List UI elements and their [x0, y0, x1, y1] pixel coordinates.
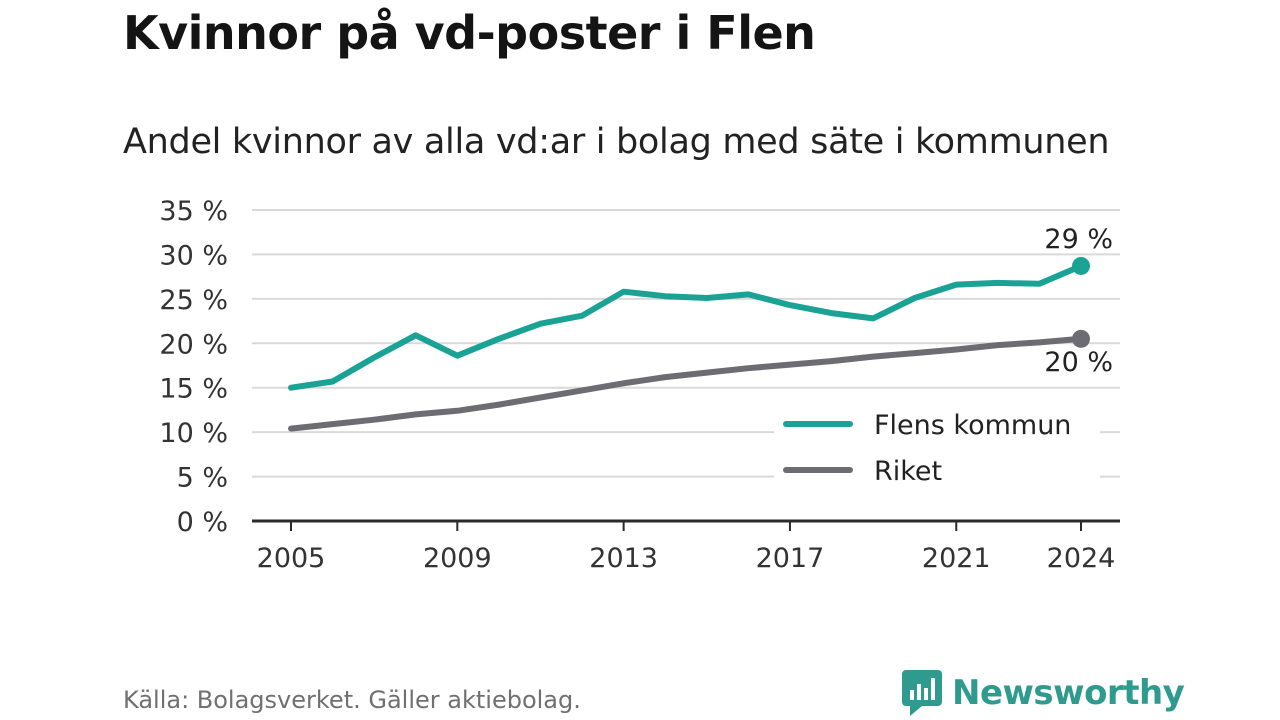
- y-tick-label: 30 %: [159, 240, 228, 271]
- series-line-riket: [288, 335, 1084, 432]
- series-line-flens-kommun: [288, 263, 1084, 391]
- y-tick-label: 10 %: [159, 418, 228, 449]
- series-end-marker: [1072, 256, 1090, 275]
- source-note: Källa: Bolagsverket. Gäller aktiebolag.: [123, 686, 581, 714]
- x-tick-label: 2005: [257, 543, 326, 574]
- y-tick-label: 15 %: [159, 374, 228, 405]
- chart-subtitle: Andel kvinnor av alla vd:ar i bolag med …: [123, 122, 1110, 162]
- legend-label: Riket: [874, 456, 942, 487]
- series-end-label: 29 %: [1044, 224, 1113, 255]
- brand-name: Newsworthy: [952, 673, 1185, 713]
- newsworthy-logo: Newsworthy: [902, 670, 1185, 716]
- y-tick-label: 25 %: [159, 285, 228, 316]
- x-tick-label: 2013: [589, 543, 658, 574]
- y-tick-label: 20 %: [159, 329, 228, 360]
- y-tick-label: 5 %: [177, 463, 228, 494]
- chart-title: Kvinnor på vd-poster i Flen: [123, 6, 816, 60]
- y-tick-label: 0 %: [177, 507, 228, 538]
- legend-label: Flens kommun: [874, 410, 1071, 441]
- series-end-marker: [1072, 329, 1090, 348]
- y-tick-label: 35 %: [159, 196, 228, 227]
- x-tick-label: 2021: [922, 543, 991, 574]
- x-tick-label: 2024: [1047, 543, 1116, 574]
- series-end-label: 20 %: [1044, 347, 1113, 378]
- newsworthy-logo-icon: [902, 670, 942, 716]
- x-tick-label: 2017: [756, 543, 825, 574]
- x-tick-label: 2009: [423, 543, 492, 574]
- legend-background: [774, 398, 1100, 490]
